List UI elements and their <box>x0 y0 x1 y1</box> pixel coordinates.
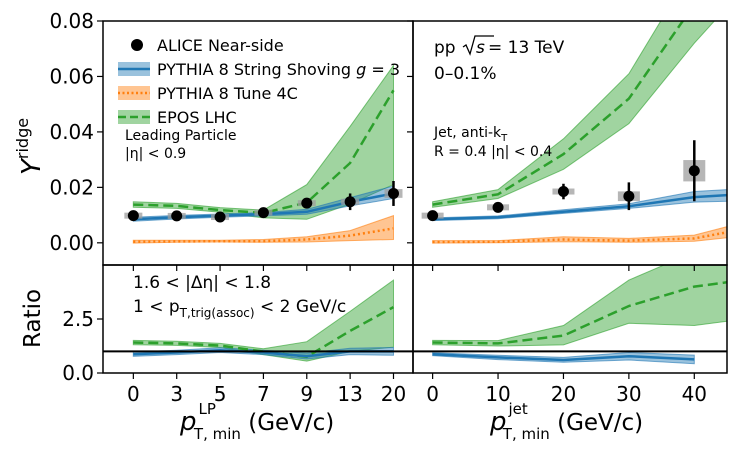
annotation-ptrig-sub: T,trig(assoc) <box>179 306 255 320</box>
x-axis-title-left: p LP T, min (GeV/c) <box>179 400 334 443</box>
annotation-delta-eta: 1.6 < |Δη| < 1.8 <box>133 273 271 293</box>
alice-right-point <box>557 186 569 198</box>
epos-right-line <box>432 21 685 206</box>
annotation-jet-radius: R = 0.4 |η| < 0.4 <box>434 144 552 160</box>
y-axis-title-top-main: Y <box>17 157 47 175</box>
x-left-tick-label: 20 <box>381 382 406 406</box>
annotation-jet: Jet, anti-kT <box>433 125 508 144</box>
shoving-right-line <box>432 193 727 221</box>
epos-ratio-right-band <box>432 265 727 347</box>
shoving-ratio-right-line <box>432 352 695 362</box>
legend-epos-label: EPOS LHC <box>157 108 237 127</box>
y-axis-title-bottom: Ratio <box>20 289 46 348</box>
x-axis-title-left-unit: (GeV/c) <box>241 410 334 436</box>
x-axis-title-left-sup: LP <box>199 400 216 418</box>
y-axis-title-top-sup: ridge <box>13 118 32 159</box>
x-right-tick-label: 30 <box>616 382 641 406</box>
y-bottom-tick-label: 2.5 <box>62 307 94 331</box>
x-left-tick-label: 5 <box>214 382 227 406</box>
legend-alice-marker <box>131 39 143 51</box>
panel-bottom-right-frame <box>412 264 728 374</box>
alice-right-point <box>492 201 504 213</box>
y-top-tick-label: 0.00 <box>49 231 94 255</box>
y-bottom-tick-label: 0.0 <box>62 361 94 385</box>
tune4c-left-line <box>133 227 394 243</box>
alice-left-point <box>214 211 226 223</box>
x-left-tick-label: 13 <box>337 382 362 406</box>
annotation-ptrig: 1 < pT,trig(assoc) < 2 GeV/c <box>133 297 346 320</box>
alice-left-point <box>301 197 313 209</box>
legend-shoving-label-suffix: = 3 <box>366 60 400 79</box>
y-top-tick-label: 0.06 <box>49 64 94 88</box>
annotation-centrality: 0–0.1% <box>434 64 497 84</box>
tune4c-left-band <box>132 214 394 244</box>
alice-right-point <box>427 210 439 222</box>
y-top-tick-label: 0.04 <box>49 120 94 144</box>
x-axis-title-right-unit: (GeV/c) <box>550 410 643 436</box>
annotation-leading-particle: Leading Particle <box>125 128 236 144</box>
annotation-eta-cut: |η| < 0.9 <box>125 146 186 162</box>
alice-left-point <box>387 187 399 199</box>
epos-right-band <box>432 21 716 208</box>
y-top-tick-label: 0.08 <box>49 9 94 33</box>
x-axis-title-right-sub: T, min <box>502 425 550 443</box>
epos-ratio-right-line <box>432 281 727 345</box>
legend: ALICE Near-side PYTHIA 8 String Shoving … <box>118 36 400 127</box>
legend-tune4c-band <box>118 86 150 100</box>
legend-shoving-label: PYTHIA 8 String Shoving g = 3 <box>157 60 400 79</box>
x-axis-title-right-sup: jet <box>508 400 528 418</box>
tune4c-right-band <box>432 226 727 244</box>
legend-tune4c-label: PYTHIA 8 Tune 4C <box>157 84 298 103</box>
x-right-tick-label: 10 <box>485 382 510 406</box>
x-right-tick-label: 40 <box>682 382 707 406</box>
annotation-jet-sub: T <box>500 133 508 144</box>
alice-left-point <box>127 210 139 222</box>
x-axis-title-right-main: p <box>489 407 507 437</box>
alice-right-point <box>623 190 635 202</box>
x-axis-title-left-main: p <box>179 407 197 437</box>
x-axis-title-left-sub: T, min <box>193 425 241 443</box>
annotation-system: pp <box>434 38 456 58</box>
x-left-tick-label: 0 <box>127 382 140 406</box>
alice-left-point <box>257 207 269 219</box>
annotation-ptrig-suffix: < 2 GeV/c <box>255 297 347 317</box>
x-left-tick-label: 3 <box>170 382 183 406</box>
epos-left-line <box>133 89 395 215</box>
x-right-tick-label: 0 <box>426 382 439 406</box>
annotation-sqrt-s: s <box>476 38 485 58</box>
x-left-tick-label: 9 <box>300 382 313 406</box>
legend-alice-label: ALICE Near-side <box>157 36 284 55</box>
annotation-system-pp: pp <box>434 38 456 58</box>
legend-shoving-label-prefix: PYTHIA 8 String Shoving <box>157 60 356 79</box>
alice-left-point <box>171 210 183 222</box>
sqrt-symbol-icon <box>462 35 494 56</box>
annotation-ptrig-prefix: 1 < p <box>133 297 180 317</box>
y-axis-title-top: Yridge <box>13 118 47 175</box>
y-top-tick-label: 0.02 <box>49 175 94 199</box>
annotation-jet-main: Jet, anti-k <box>433 125 502 141</box>
alice-left-point <box>344 196 356 208</box>
alice-right-point <box>688 165 700 177</box>
x-axis-title-right: p jet T, min (GeV/c) <box>489 400 643 443</box>
annotation-energy: = 13 TeV <box>488 38 565 58</box>
x-right-tick-label: 20 <box>551 382 576 406</box>
x-left-tick-label: 7 <box>257 382 270 406</box>
legend-shoving-label-g: g <box>356 60 366 79</box>
